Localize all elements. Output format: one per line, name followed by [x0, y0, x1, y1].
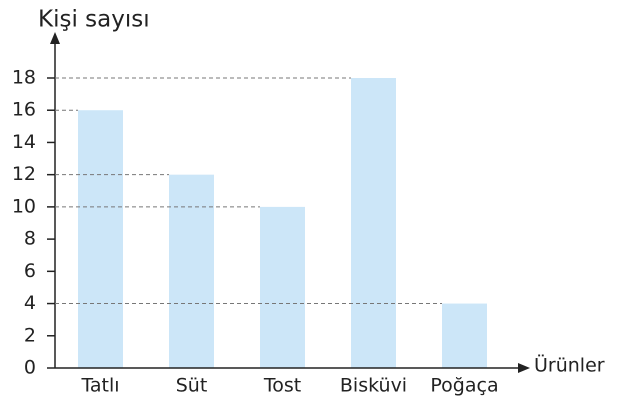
- y-tick-label: 12: [12, 163, 36, 185]
- bar: [169, 174, 214, 368]
- x-axis-arrow: [518, 363, 530, 373]
- y-tick-label: 4: [24, 292, 36, 314]
- y-tick-label: 6: [24, 260, 36, 282]
- x-tick-label: Tatlı: [80, 375, 119, 397]
- y-tick-label: 0: [24, 357, 36, 379]
- bar: [260, 206, 305, 368]
- y-tick-label: 14: [12, 131, 36, 153]
- y-tick-label: 8: [24, 228, 36, 250]
- x-axis-label: Ürünler: [534, 354, 605, 377]
- x-tick-label: Tost: [263, 375, 301, 397]
- y-tick-label: 10: [12, 195, 36, 217]
- x-tick-label: Poğaça: [430, 375, 498, 397]
- bar: [442, 303, 487, 368]
- x-tick-label: Süt: [176, 375, 208, 397]
- bar: [78, 110, 123, 368]
- y-tick-label: 2: [24, 324, 36, 346]
- x-tick-label: Bisküvi: [340, 375, 407, 397]
- y-tick-label: 18: [12, 67, 36, 89]
- y-tick-label: 16: [12, 99, 36, 121]
- y-axis-arrow: [50, 32, 60, 44]
- bar: [351, 78, 396, 368]
- y-axis-label: Kişi sayısı: [38, 7, 150, 33]
